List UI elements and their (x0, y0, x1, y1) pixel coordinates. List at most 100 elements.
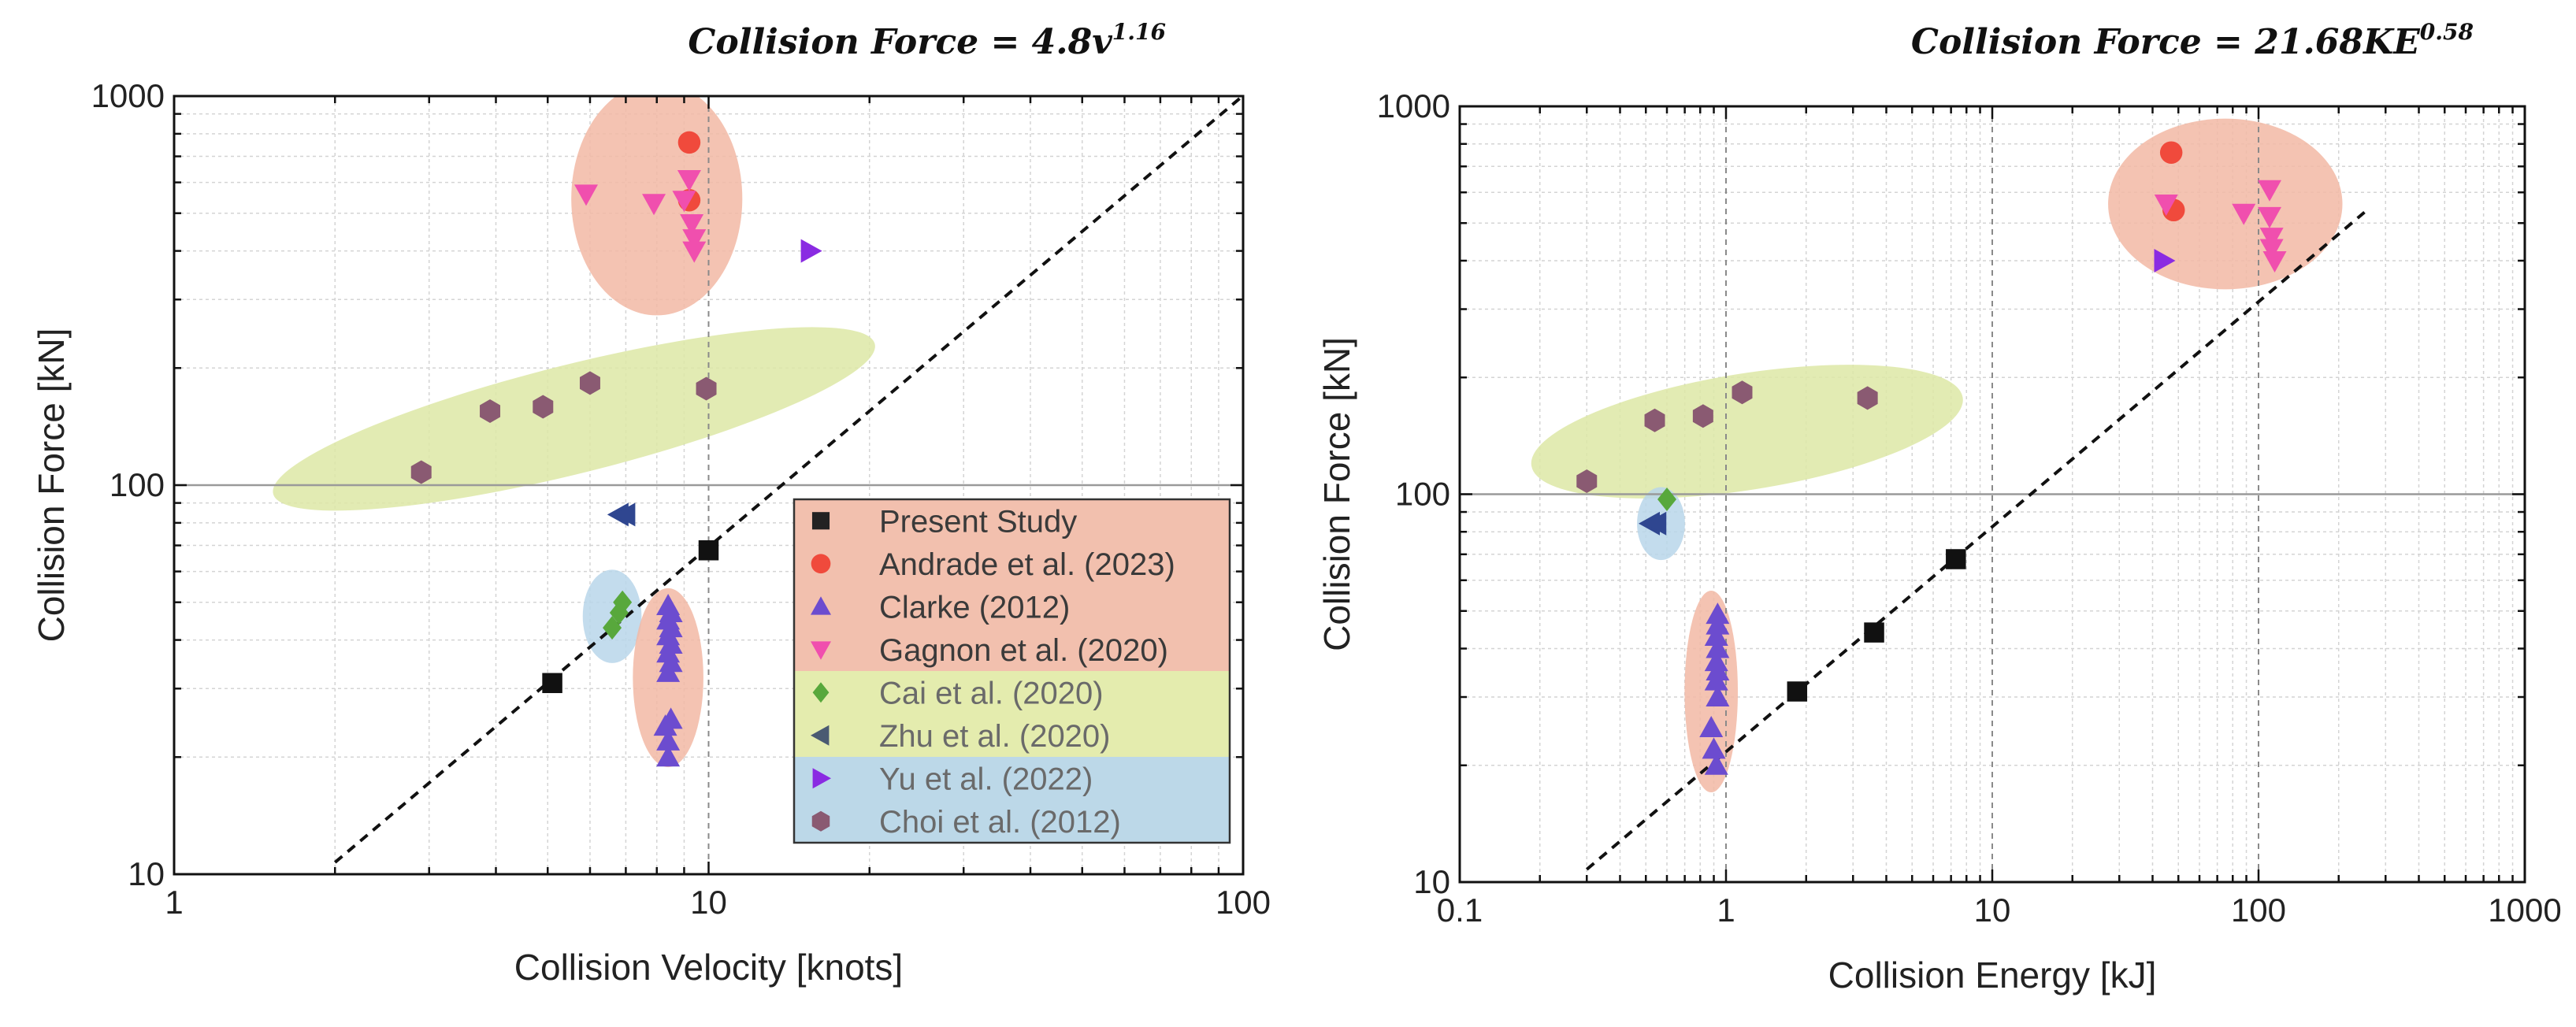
data-point (672, 191, 696, 213)
legend-marker (811, 810, 830, 832)
title-exponent: 1.16 (1112, 19, 1166, 45)
legend-band (794, 499, 1230, 671)
series-gagnon-et-al-2020- (574, 170, 707, 263)
data-point (2259, 239, 2284, 261)
legend-entry: Zhu et al. (2020) (811, 719, 1111, 754)
legend-marker (811, 554, 831, 574)
data-point (533, 395, 554, 419)
legend: Present Study Andrade et al. (2023) Clarke… (792, 498, 1231, 844)
legend-label: Gagnon et al. (2020) (879, 633, 1168, 668)
data-point (677, 131, 701, 154)
x-tick-label: 1 (1717, 892, 1735, 929)
chart-energy: 0.1 1 10 100 1000 10 100 1000 Collision Energy [… (1316, 19, 2562, 995)
legend-entry: Gagnon et al. (2020) (811, 633, 1168, 668)
data-point (1704, 650, 1728, 672)
series-choi-et-al-2012- (1576, 380, 1878, 494)
data-point (480, 399, 501, 423)
x-tick-label: 0.1 (1437, 892, 1483, 929)
title-math: 4.8v (1032, 22, 1113, 62)
data-point (1946, 549, 1966, 569)
data-point (659, 707, 683, 729)
legend-marker (811, 725, 830, 746)
data-point (656, 745, 681, 767)
data-point (1857, 386, 1878, 410)
series-present-study (1787, 549, 1966, 702)
y-axis-label: Collision Force [kN] (1316, 337, 1357, 651)
legend-marker (811, 596, 831, 615)
data-point (614, 502, 636, 527)
axis-ticks (173, 95, 1245, 876)
data-point (1706, 636, 1730, 658)
data-point (1706, 613, 1730, 635)
data-point (1576, 469, 1598, 494)
series-present-study (542, 539, 719, 694)
series-cai-et-al-2020- (603, 590, 633, 640)
data-point (680, 213, 704, 235)
series-yu-et-al-2022- (800, 239, 822, 263)
data-point (2259, 228, 2284, 250)
legend-entry: Choi et al. (2012) (811, 805, 1121, 840)
series-zhu-et-al-2020- (607, 502, 636, 527)
data-point (1692, 404, 1713, 428)
data-point (1702, 737, 1726, 759)
title-prefix: Collision Force = (1911, 22, 2255, 62)
data-point (542, 673, 562, 694)
data-point (2154, 248, 2176, 273)
data-point (2159, 141, 2183, 164)
legend-entry: Cai et al. (2020) (812, 676, 1104, 710)
legend-marker (812, 768, 831, 789)
x-axis-label: Collision Energy [kJ] (1828, 955, 2157, 995)
y-tick-label: 100 (109, 466, 165, 503)
series-choi-et-al-2012- (410, 371, 717, 484)
legend-band (794, 671, 1230, 757)
data-point (2232, 203, 2256, 225)
legend-entry: Yu et al. (2022) (812, 762, 1093, 796)
chart-title: Collision Force = 4.8v1.16 (688, 19, 1166, 62)
data-point (1657, 488, 1677, 512)
legend-marker (811, 641, 831, 660)
data-point (1699, 716, 1724, 738)
y-tick-label: 1000 (91, 77, 165, 114)
data-point (1704, 625, 1728, 647)
data-point (2257, 206, 2281, 228)
x-tick-label: 100 (2231, 892, 2286, 929)
data-point (1645, 511, 1667, 536)
x-tick-label: 10 (1974, 892, 2011, 929)
data-point (410, 460, 432, 484)
series-zhu-et-al-2020- (1639, 511, 1667, 536)
x-tick-label: 100 (1216, 884, 1271, 921)
data-point (2257, 180, 2281, 202)
title-math: 21.68KE (2254, 22, 2421, 62)
data-point (698, 539, 719, 561)
title-exponent: 0.58 (2420, 19, 2474, 45)
y-tick-label: 1000 (1377, 87, 1450, 124)
data-point (603, 616, 622, 640)
shaded-region (1531, 365, 1963, 499)
x-tick-label: 1000 (2488, 892, 2561, 929)
legend-label: Cai et al. (2020) (879, 676, 1104, 710)
series-yu-et-al-2022- (2154, 248, 2176, 273)
data-point (677, 170, 701, 192)
data-point (1864, 622, 1884, 643)
data-point (800, 239, 822, 263)
data-point (1704, 753, 1728, 775)
legend-label: Clarke (2012) (879, 590, 1070, 625)
data-point (613, 590, 633, 614)
data-point (696, 376, 717, 401)
legend-label: Andrade et al. (2023) (879, 547, 1175, 582)
data-point (1644, 408, 1665, 432)
data-point (2154, 195, 2178, 217)
shaded-region (2108, 118, 2343, 290)
legend-entry: Andrade et al. (2023) (811, 547, 1175, 582)
legend-label: Zhu et al. (2020) (879, 719, 1111, 754)
data-point (656, 729, 681, 751)
y-tick-label: 10 (128, 855, 165, 892)
data-point (2262, 250, 2287, 273)
legend-label: Yu et al. (2022) (879, 762, 1093, 796)
y-tick-label: 10 (1413, 863, 1450, 900)
data-points (410, 131, 822, 767)
series-clarke-2012- (653, 594, 683, 767)
regions (1531, 118, 2343, 793)
x-tick-label: 10 (690, 884, 727, 921)
